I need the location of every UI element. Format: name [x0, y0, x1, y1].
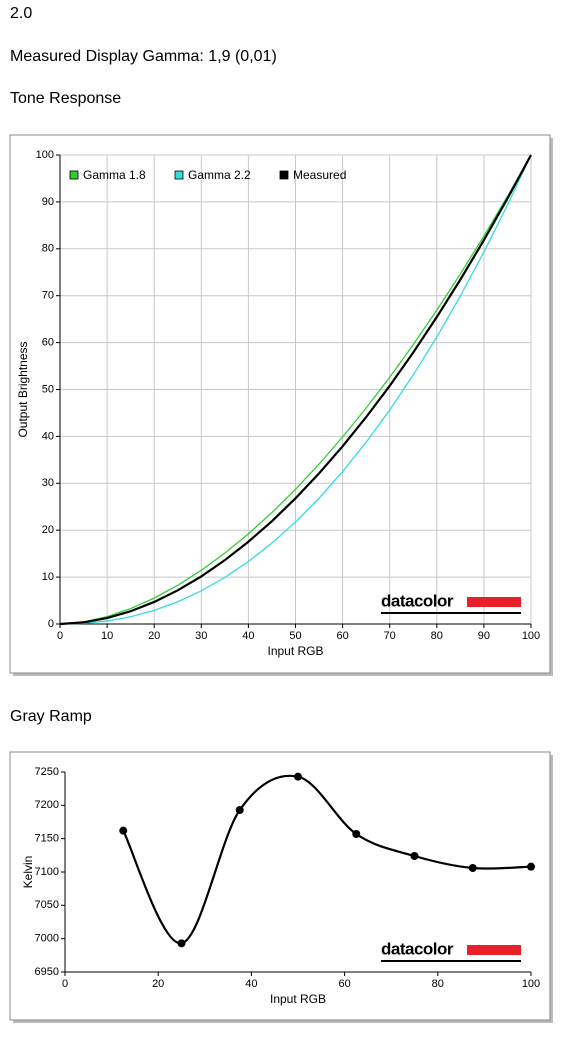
x-tick-label: 20 — [148, 630, 160, 642]
x-tick-label: 40 — [245, 978, 257, 990]
x-tick-label: 30 — [195, 630, 207, 642]
x-axis-label: Input RGB — [270, 992, 326, 1006]
x-tick-label: 40 — [242, 630, 254, 642]
x-tick-label: 0 — [62, 978, 68, 990]
x-tick-label: 80 — [432, 978, 444, 990]
y-tick-label: 60 — [42, 337, 54, 349]
y-tick-label: 90 — [42, 196, 54, 208]
marker — [352, 830, 361, 838]
x-tick-label: 10 — [101, 630, 113, 642]
x-tick-label: 50 — [289, 630, 301, 642]
logo-bar — [467, 597, 521, 607]
marker — [468, 864, 477, 872]
x-tick-label: 100 — [522, 630, 540, 642]
y-tick-label: 7050 — [35, 899, 59, 911]
legend-swatch — [174, 170, 184, 180]
y-tick-label: 7200 — [35, 799, 59, 811]
y-tick-label: 7100 — [35, 866, 59, 878]
y-tick-label: 7150 — [35, 833, 59, 845]
y-tick-label: 7250 — [35, 766, 59, 778]
series-line — [59, 154, 532, 625]
chart: 6950 7000 7050 7100 7150 7200 7250 0 20 40 60 80 100… — [9, 751, 553, 1023]
y-tick-label: 50 — [42, 383, 54, 395]
marker — [527, 862, 535, 871]
y-tick-label: 10 — [42, 571, 54, 583]
x-axis-label: Input RGB — [267, 644, 323, 658]
legend-swatch — [69, 170, 79, 180]
version: 2.0 — [10, 5, 33, 22]
y-tick-label: 80 — [42, 243, 54, 255]
x-tick-label: 0 — [57, 630, 63, 642]
logo: datacolor — [381, 939, 454, 958]
panel — [9, 751, 551, 1021]
legend-label: Gamma 2.2 — [188, 168, 251, 182]
marker — [235, 806, 244, 814]
x-tick-label: 100 — [522, 978, 540, 990]
legend-swatch — [279, 170, 289, 180]
legend-label: Measured — [293, 168, 346, 182]
y-tick-label: 70 — [42, 290, 54, 302]
x-tick-label: 60 — [336, 630, 348, 642]
panel — [9, 134, 551, 674]
y-tick-label: 6950 — [35, 966, 59, 978]
marker — [410, 852, 419, 860]
logo: datacolor — [381, 591, 454, 610]
series-line — [59, 154, 532, 626]
y-axis-label: Output Brightness — [16, 341, 30, 437]
y-axis-label: Kelvin — [21, 856, 35, 889]
chart: 0 10 20 30 40 50 60 70 80 90 100 0 10 20 30 40 50 60 70 80 9… — [9, 134, 553, 676]
subtitle: Measured Display Gamma: 1,9 (0,01) — [10, 48, 277, 65]
section-title: Gray Ramp — [10, 708, 92, 725]
y-tick-label: 30 — [42, 477, 54, 489]
x-tick-label: 90 — [478, 630, 490, 642]
marker — [119, 826, 128, 835]
legend-label: Gamma 1.8 — [83, 168, 146, 182]
x-tick-label: 70 — [384, 630, 396, 642]
x-tick-label: 80 — [431, 630, 443, 642]
y-tick-label: 0 — [48, 618, 54, 630]
series-line — [59, 154, 532, 625]
logo-bar — [467, 945, 521, 955]
section-title: Tone Response — [10, 90, 122, 107]
marker — [294, 772, 302, 781]
x-tick-label: 20 — [152, 978, 164, 990]
marker — [177, 939, 186, 948]
x-tick-label: 60 — [338, 978, 350, 990]
y-tick-label: 20 — [42, 524, 54, 536]
y-tick-label: 7000 — [35, 933, 59, 945]
y-tick-label: 40 — [42, 430, 54, 442]
y-tick-label: 100 — [36, 149, 54, 161]
